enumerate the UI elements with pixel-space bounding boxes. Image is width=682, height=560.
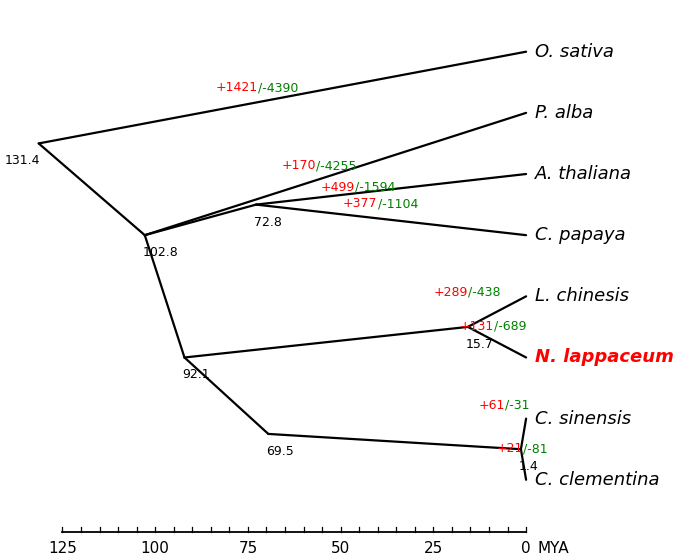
Text: +1421: +1421 <box>216 81 258 94</box>
Text: L. chinesis: L. chinesis <box>535 287 629 305</box>
Text: 102.8: 102.8 <box>143 246 179 259</box>
Text: +61: +61 <box>479 399 505 412</box>
Text: /-81: /-81 <box>523 442 548 455</box>
Text: 69.5: 69.5 <box>267 445 294 458</box>
Text: /-4255: /-4255 <box>316 159 357 172</box>
Text: P. alba: P. alba <box>535 104 593 122</box>
Text: /-4390: /-4390 <box>258 81 299 94</box>
Text: /-689: /-689 <box>494 320 527 333</box>
Text: 0: 0 <box>521 541 531 556</box>
Text: +499: +499 <box>321 180 355 194</box>
Text: /-438: /-438 <box>468 286 501 299</box>
Text: C. clementina: C. clementina <box>535 471 660 489</box>
Text: 1.4: 1.4 <box>519 460 539 473</box>
Text: +289: +289 <box>434 286 468 299</box>
Text: +170: +170 <box>282 159 316 172</box>
Text: 50: 50 <box>331 541 351 556</box>
Text: /-1104: /-1104 <box>378 198 418 211</box>
Text: /-31: /-31 <box>505 399 530 412</box>
Text: 100: 100 <box>140 541 170 556</box>
Text: 25: 25 <box>424 541 443 556</box>
Text: +21: +21 <box>497 442 523 455</box>
Text: C. sinensis: C. sinensis <box>535 409 632 428</box>
Text: 131.4: 131.4 <box>5 155 40 167</box>
Text: 15.7: 15.7 <box>466 338 494 351</box>
Text: 72.8: 72.8 <box>254 216 282 228</box>
Text: C. papaya: C. papaya <box>535 226 626 244</box>
Text: 92.1: 92.1 <box>183 368 210 381</box>
Text: MYA: MYA <box>537 541 569 556</box>
Text: O. sativa: O. sativa <box>535 43 614 60</box>
Text: N. lappaceum: N. lappaceum <box>535 348 674 366</box>
Text: 125: 125 <box>48 541 77 556</box>
Text: +377: +377 <box>343 198 378 211</box>
Text: /-1594: /-1594 <box>355 180 395 194</box>
Text: A. thaliana: A. thaliana <box>535 165 632 183</box>
Text: 75: 75 <box>238 541 258 556</box>
Text: +131: +131 <box>460 320 494 333</box>
